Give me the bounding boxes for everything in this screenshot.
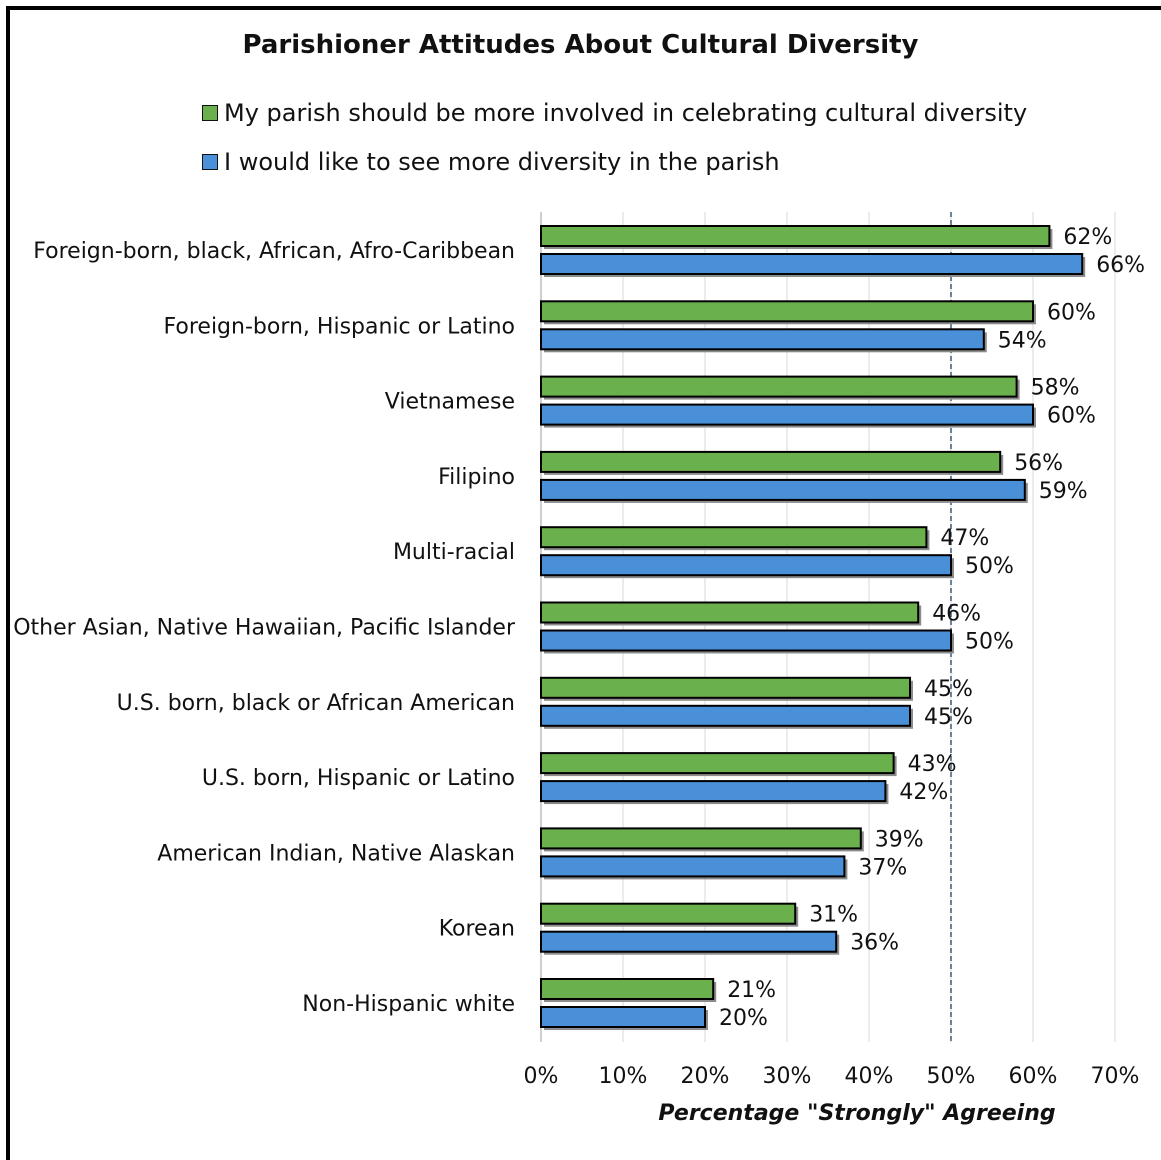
bar-series-2 xyxy=(540,629,952,652)
bar-series-2 xyxy=(540,1006,706,1028)
data-label: 47% xyxy=(940,526,989,551)
data-label: 60% xyxy=(1047,404,1096,429)
category-label: U.S. born, Hispanic or Latino xyxy=(202,766,515,791)
data-label: 62% xyxy=(1063,225,1112,250)
legend-swatch-series-2 xyxy=(202,154,218,170)
bar-series-2 xyxy=(540,930,838,953)
category-label: Foreign-born, black, African, Afro-Carib… xyxy=(33,239,515,264)
bar-series-1 xyxy=(540,827,862,850)
x-tick-label: 40% xyxy=(845,1064,894,1089)
x-tick-label: 70% xyxy=(1091,1064,1140,1089)
x-tick-label: 60% xyxy=(1009,1064,1058,1089)
data-label: 39% xyxy=(875,827,924,852)
bar-series-1 xyxy=(540,676,911,699)
data-label: 31% xyxy=(809,903,858,928)
data-label: 66% xyxy=(1096,253,1145,278)
bar-series-2 xyxy=(540,253,1084,275)
legend-item-series-2: I would like to see more diversity in th… xyxy=(202,147,780,177)
data-label: 50% xyxy=(965,554,1014,579)
data-label: 58% xyxy=(1031,376,1080,401)
category-label: Vietnamese xyxy=(385,390,515,415)
data-label: 37% xyxy=(858,855,907,880)
bar-series-1 xyxy=(540,375,1018,398)
bar-series-1 xyxy=(540,450,1002,473)
data-label: 59% xyxy=(1039,479,1088,504)
bar-series-2 xyxy=(540,403,1034,426)
category-label: Korean xyxy=(439,917,515,942)
bar-series-2 xyxy=(540,855,846,878)
bar-series-1 xyxy=(540,601,920,624)
x-tick-label: 30% xyxy=(763,1064,812,1089)
x-tick-label: 10% xyxy=(599,1064,648,1089)
bar-series-2 xyxy=(540,780,887,803)
data-label: 56% xyxy=(1014,451,1063,476)
data-label: 36% xyxy=(850,931,899,956)
category-label: U.S. born, black or African American xyxy=(117,691,515,716)
bar-series-1 xyxy=(540,225,1051,247)
category-label: Other Asian, Native Hawaiian, Pacific Is… xyxy=(13,616,516,641)
legend-label-series-2: I would like to see more diversity in th… xyxy=(224,148,780,176)
bar-series-1 xyxy=(540,978,715,1000)
bar-series-2 xyxy=(540,704,911,727)
x-tick-label: 0% xyxy=(524,1064,559,1089)
data-label: 50% xyxy=(965,630,1014,655)
bar-series-1 xyxy=(540,902,797,925)
data-label: 60% xyxy=(1047,300,1096,325)
category-label: Non-Hispanic white xyxy=(302,992,515,1017)
data-label: 54% xyxy=(998,328,1047,353)
bar-series-2 xyxy=(540,478,1026,501)
bar-series-1 xyxy=(540,300,1034,323)
x-tick-label: 20% xyxy=(681,1064,730,1089)
data-label: 21% xyxy=(727,978,776,1003)
legend-swatch-series-1 xyxy=(202,105,218,121)
x-axis-title: Percentage "Strongly" Agreeing xyxy=(658,1101,1056,1126)
bar-series-1 xyxy=(540,752,895,775)
data-label: 45% xyxy=(924,677,973,702)
bar-series-2 xyxy=(540,554,952,577)
data-label: 20% xyxy=(719,1006,768,1031)
data-label: 43% xyxy=(908,752,957,777)
bar-series-1 xyxy=(540,526,928,549)
bar-series-2 xyxy=(540,328,985,351)
category-label: Multi-racial xyxy=(393,540,515,565)
legend-item-series-1: My parish should be more involved in cel… xyxy=(202,98,1027,128)
x-tick-label: 50% xyxy=(927,1064,976,1089)
category-label: Foreign-born, Hispanic or Latino xyxy=(164,314,515,339)
category-label: American Indian, Native Alaskan xyxy=(157,841,515,866)
data-label: 46% xyxy=(932,602,981,627)
category-label: Filipino xyxy=(438,465,515,490)
data-label: 42% xyxy=(899,780,948,805)
data-label: 45% xyxy=(924,705,973,730)
legend-label-series-1: My parish should be more involved in cel… xyxy=(224,99,1028,127)
chart-title: Parishioner Attitudes About Cultural Div… xyxy=(242,30,919,60)
chart-frame xyxy=(6,6,1161,1160)
